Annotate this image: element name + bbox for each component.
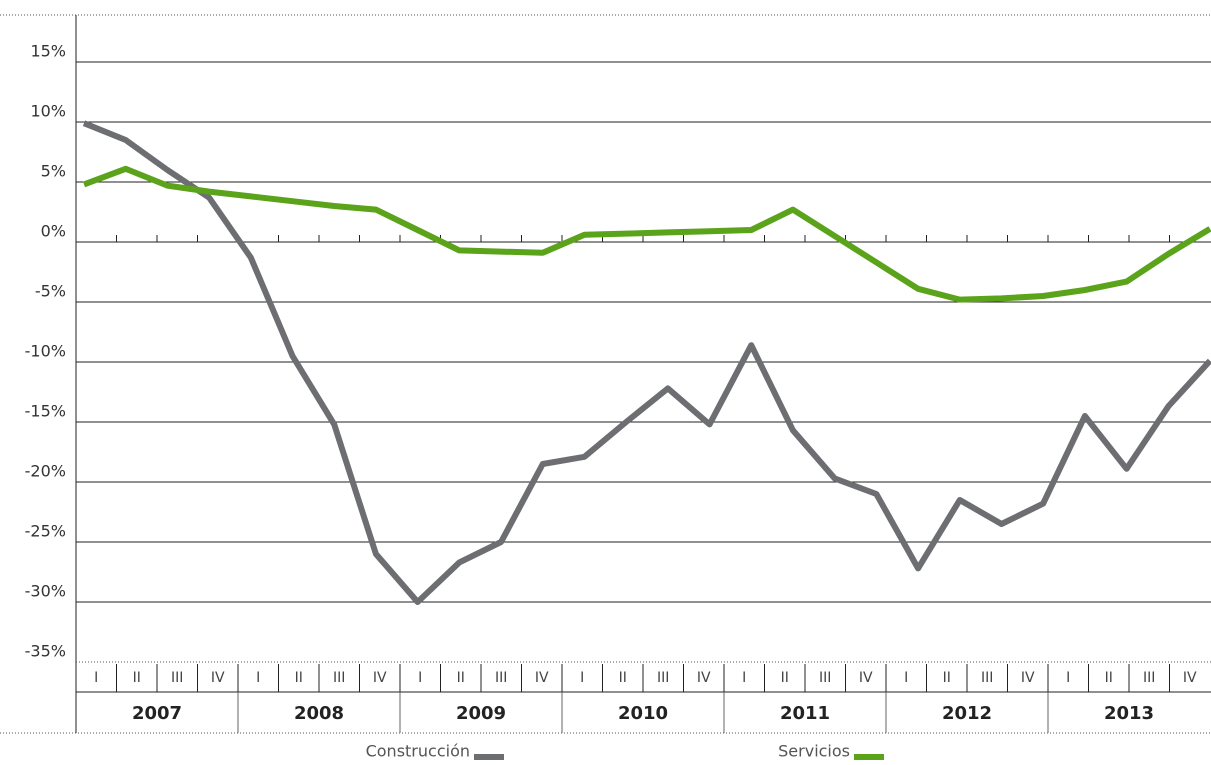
y-tick-label: -5% xyxy=(35,282,66,301)
y-tick-label: -35% xyxy=(25,642,66,661)
x-tick-label: I xyxy=(1066,670,1070,686)
x-tick-label: III xyxy=(333,670,345,686)
x-tick-label: IV xyxy=(697,670,711,686)
year-label: 2012 xyxy=(942,703,992,724)
y-tick-label: 10% xyxy=(30,102,66,121)
year-label: 2007 xyxy=(132,703,182,724)
x-tick-label: IV xyxy=(535,670,549,686)
legend-label: Servicios xyxy=(778,742,850,761)
x-tick-label: I xyxy=(94,670,98,686)
x-tick-label: II xyxy=(781,670,789,686)
x-tick-label: IV xyxy=(1183,670,1197,686)
legend-swatch xyxy=(474,754,504,760)
x-tick-label: II xyxy=(943,670,951,686)
y-tick-label: -25% xyxy=(25,522,66,541)
series-line xyxy=(82,120,1211,605)
series-line xyxy=(82,165,1211,303)
year-label: 2008 xyxy=(294,703,344,724)
x-tick-label: III xyxy=(171,670,183,686)
x-tick-label: II xyxy=(295,670,303,686)
legend-swatch xyxy=(854,754,884,760)
x-tick-label: II xyxy=(1105,670,1113,686)
x-tick-label: I xyxy=(904,670,908,686)
x-tick-label: II xyxy=(619,670,627,686)
x-tick-label: III xyxy=(657,670,669,686)
x-tick-label: IV xyxy=(211,670,225,686)
legend-label: Construcción xyxy=(366,742,470,761)
y-tick-label: 15% xyxy=(30,42,66,61)
x-tick-label: III xyxy=(981,670,993,686)
x-tick-label: III xyxy=(495,670,507,686)
year-label: 2010 xyxy=(618,703,668,724)
x-tick-label: IV xyxy=(1021,670,1035,686)
x-tick-label: I xyxy=(256,670,260,686)
y-tick-label: 5% xyxy=(41,162,66,181)
y-tick-label: -30% xyxy=(25,582,66,601)
x-tick-label: II xyxy=(133,670,141,686)
year-label: 2009 xyxy=(456,703,506,724)
y-tick-label: 0% xyxy=(41,222,66,241)
x-tick-label: IV xyxy=(373,670,387,686)
x-tick-label: I xyxy=(580,670,584,686)
year-label: 2011 xyxy=(780,703,830,724)
x-tick-label: IV xyxy=(859,670,873,686)
y-tick-label: -15% xyxy=(25,402,66,421)
year-label: 2013 xyxy=(1104,703,1154,724)
x-tick-label: I xyxy=(418,670,422,686)
y-tick-label: -10% xyxy=(25,342,66,361)
y-tick-label: -20% xyxy=(25,462,66,481)
x-tick-label: I xyxy=(742,670,746,686)
x-tick-label: II xyxy=(457,670,465,686)
x-tick-label: III xyxy=(1143,670,1155,686)
x-tick-label: III xyxy=(819,670,831,686)
